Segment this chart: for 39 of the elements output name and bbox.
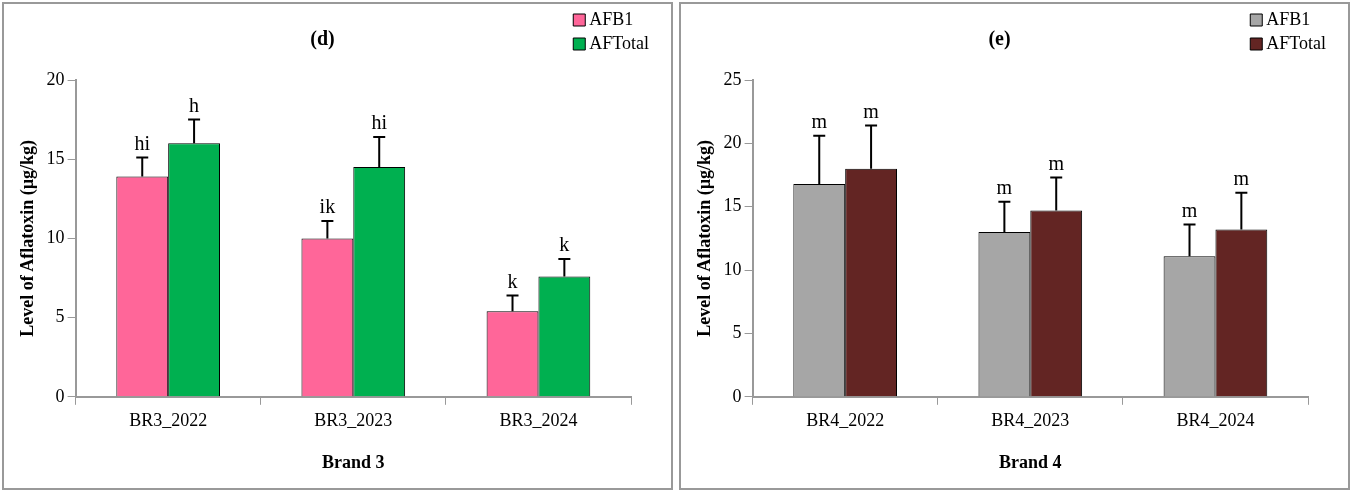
data-label: k [559, 233, 570, 256]
data-label: m [811, 110, 828, 133]
y-tick-label: 10 [46, 227, 65, 248]
chart-title: (d) [310, 27, 335, 51]
y-tick-label: 5 [732, 322, 742, 343]
data-label: m [1233, 167, 1250, 190]
y-tick-label: 0 [732, 385, 742, 406]
data-label: m [863, 99, 880, 122]
data-label: ik [319, 195, 336, 218]
x-axis-title: Brand 3 [322, 451, 385, 472]
x-tick-label: BR4_2024 [1176, 410, 1255, 431]
x-tick-label: BR3_2023 [314, 410, 393, 431]
data-label: hi [371, 111, 388, 134]
data-label: h [189, 93, 200, 116]
y-tick-label: 25 [723, 68, 742, 89]
legend-label: AFTotal [1266, 32, 1327, 53]
data-label: m [1048, 151, 1065, 174]
y-tick-label: 10 [723, 258, 742, 279]
y-tick-label: 15 [46, 147, 65, 168]
y-tick-label: 20 [723, 132, 742, 153]
x-axis-title: Brand 4 [999, 451, 1062, 472]
data-label: m [996, 175, 1013, 198]
legend-label: AFB1 [1266, 8, 1311, 29]
y-tick-label: 20 [46, 68, 65, 89]
y-tick-label: 0 [55, 385, 65, 406]
data-label: hi [134, 131, 151, 154]
legend-label: AFB1 [589, 8, 634, 29]
y-axis-title: Level of Aflatoxin (µg/kg) [694, 139, 716, 337]
x-tick-label: BR4_2022 [806, 410, 885, 431]
chart-title: (e) [988, 27, 1011, 51]
x-tick-label: BR3_2024 [499, 410, 578, 431]
legend-label: AFTotal [589, 32, 650, 53]
y-tick-label: 15 [723, 195, 742, 216]
x-tick-label: BR4_2023 [991, 410, 1070, 431]
data-label: m [1181, 198, 1198, 221]
x-tick-label: BR3_2022 [129, 410, 208, 431]
y-axis-title: Level of Aflatoxin (µg/kg) [17, 139, 39, 337]
y-tick-label: 5 [55, 306, 65, 327]
data-label: k [507, 269, 518, 292]
